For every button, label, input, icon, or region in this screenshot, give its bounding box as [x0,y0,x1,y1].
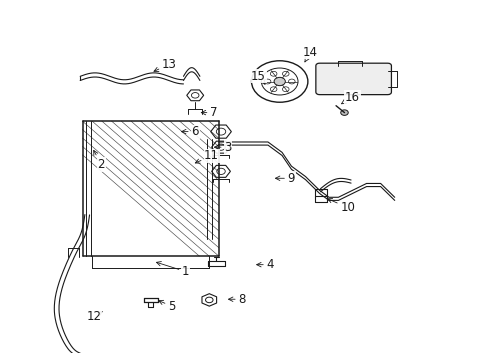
Circle shape [340,110,347,115]
Text: 14: 14 [302,46,317,62]
Text: 1: 1 [156,262,189,278]
Text: 7: 7 [201,106,217,119]
Text: 16: 16 [341,91,359,104]
Text: 12: 12 [86,310,102,323]
FancyBboxPatch shape [315,63,390,95]
Text: 11: 11 [195,149,219,163]
Text: 4: 4 [256,258,273,271]
Text: 8: 8 [228,293,245,306]
Text: 10: 10 [327,199,354,214]
Text: 3: 3 [214,141,231,154]
Text: 13: 13 [154,58,177,72]
Text: 2: 2 [94,150,105,171]
Text: 9: 9 [275,172,295,185]
Circle shape [273,77,285,86]
Text: 6: 6 [181,125,199,138]
Text: 5: 5 [159,300,175,312]
Text: 15: 15 [251,70,265,84]
